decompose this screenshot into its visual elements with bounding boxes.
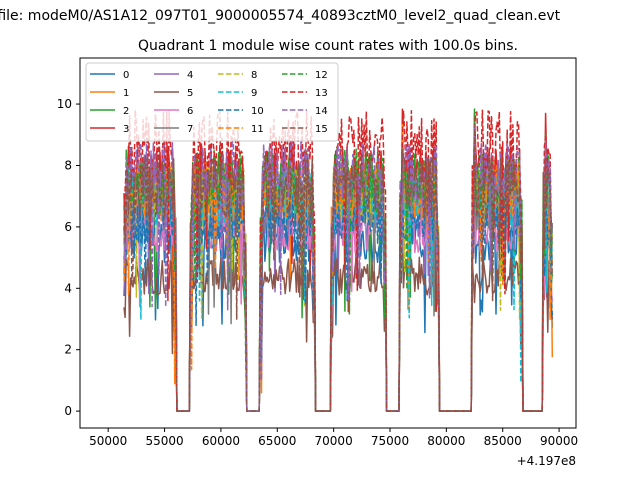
legend-box: [85, 62, 339, 142]
series-line-12: [123, 108, 553, 412]
legend-label-7: 7: [187, 124, 193, 135]
y-tick-label: 8: [64, 158, 72, 172]
series-line-5: [123, 227, 554, 412]
plot-frame: [79, 57, 577, 429]
y-tick-label: 10: [57, 97, 72, 111]
x-tick-label: 90000: [540, 434, 578, 448]
y-tick-label: 2: [64, 343, 72, 357]
series-layer: [123, 108, 554, 412]
legend-label-0: 0: [123, 70, 129, 81]
y-tick-label: 4: [64, 281, 72, 295]
x-tick-label: 85000: [484, 434, 522, 448]
legend-label-6: 6: [187, 106, 193, 117]
y-tick-label: 0: [64, 404, 72, 418]
legend-label-11: 11: [251, 124, 264, 135]
series-line-13: [123, 109, 553, 412]
x-tick-label: 75000: [371, 434, 409, 448]
suptitle: n file: modeM0/AS1A12_097T01_9000005574_…: [0, 8, 561, 24]
x-tick-label: 80000: [427, 434, 465, 448]
series-line-15: [123, 123, 554, 412]
x-tick-label: 60000: [202, 434, 240, 448]
legend-label-1: 1: [123, 88, 129, 99]
legend-label-14: 14: [315, 106, 328, 117]
x-tick-label: 70000: [315, 434, 353, 448]
legend-label-12: 12: [315, 70, 328, 81]
axis-layer: 50000 55000 60000 65000 70000 75000 80000 85000…: [57, 97, 578, 448]
chart-title: Quadrant 1 module wise count rates with …: [138, 38, 518, 54]
legend-label-3: 3: [123, 124, 129, 135]
y-tick-label: 6: [64, 220, 72, 234]
legend-label-4: 4: [187, 70, 193, 81]
series-line-14: [123, 125, 554, 412]
legend-label-10: 10: [251, 106, 264, 117]
x-offset-label: +4.197e8: [517, 454, 576, 468]
legend-label-9: 9: [251, 88, 257, 99]
legend-label-5: 5: [187, 88, 193, 99]
x-tick-label: 55000: [145, 434, 183, 448]
legend-label-13: 13: [315, 88, 328, 99]
x-tick-label: 65000: [258, 434, 296, 448]
x-tick-label: 50000: [89, 434, 127, 448]
legend-label-15: 15: [315, 124, 328, 135]
legend-label-8: 8: [251, 70, 257, 81]
legend-label-2: 2: [123, 106, 129, 117]
